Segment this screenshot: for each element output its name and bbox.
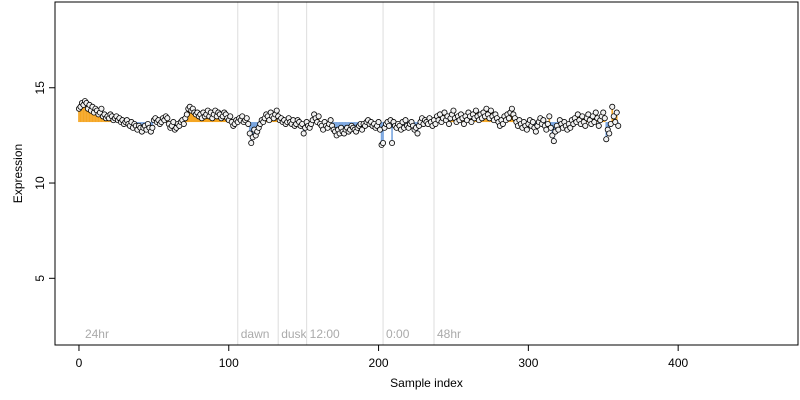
axis-layer: 0 100 200 300 400 5 10 15 (33, 81, 688, 370)
data-point (441, 109, 448, 116)
data-point (460, 120, 467, 127)
data-point (389, 140, 396, 147)
data-point (183, 111, 190, 118)
time-marker-label: 24hr (85, 327, 109, 341)
y-tick-label: 10 (33, 176, 47, 190)
data-point (386, 122, 393, 129)
data-point (243, 115, 250, 122)
y-tick-label: 5 (33, 275, 47, 282)
data-point (508, 105, 515, 112)
data-point (487, 107, 494, 114)
time-marker-label: 12:00 (310, 327, 340, 341)
data-point (450, 107, 457, 114)
y-tick-label: 15 (33, 81, 47, 95)
time-marker-label: dusk (281, 327, 307, 341)
data-point (613, 109, 620, 116)
data-point (164, 115, 171, 122)
data-point (549, 132, 556, 139)
x-tick-label: 300 (518, 356, 538, 370)
data-point (603, 136, 610, 143)
data-point (540, 117, 547, 124)
data-point (600, 109, 607, 116)
data-point (591, 119, 598, 126)
data-point (380, 140, 387, 147)
data-point (245, 120, 252, 127)
plot-frame (54, 1, 799, 346)
data-point (300, 130, 307, 137)
data-point (246, 130, 253, 137)
time-marker-label: 48hr (437, 327, 461, 341)
data-point (610, 113, 617, 120)
data-point-layer (75, 98, 622, 148)
time-marker-label: dawn (241, 327, 270, 341)
data-point (550, 138, 557, 145)
data-point (499, 120, 506, 127)
data-point (606, 130, 613, 137)
data-point (468, 119, 475, 126)
data-point (227, 113, 234, 120)
data-point (609, 103, 616, 110)
time-marker-layer: 24hr dawn dusk 12:00 0:00 48hr (85, 2, 461, 345)
data-point (601, 115, 608, 122)
data-point (445, 120, 452, 127)
data-point (582, 122, 589, 129)
data-point (248, 140, 255, 147)
data-point (505, 115, 512, 122)
data-point (592, 109, 599, 116)
data-point (472, 107, 479, 114)
data-point (595, 122, 602, 129)
data-point (547, 124, 554, 131)
data-point (567, 124, 574, 131)
data-point (98, 105, 105, 112)
data-point (315, 113, 322, 120)
data-point (327, 117, 334, 124)
data-point (529, 119, 536, 126)
x-tick-label: 0 (76, 356, 83, 370)
data-point (180, 120, 187, 127)
data-point (432, 120, 439, 127)
y-axis-title: Expression (11, 144, 25, 203)
time-marker-label: 0:00 (386, 327, 410, 341)
data-point (546, 113, 553, 120)
x-axis-title: Sample index (390, 376, 463, 390)
data-point (149, 124, 156, 131)
x-tick-label: 400 (668, 356, 688, 370)
data-point (615, 122, 622, 129)
x-tick-label: 200 (369, 356, 389, 370)
data-point (532, 128, 539, 135)
data-point (414, 130, 421, 137)
data-point (359, 126, 366, 133)
data-point (544, 120, 551, 127)
x-tick-label: 100 (219, 356, 239, 370)
data-point (523, 126, 530, 133)
data-point (612, 119, 619, 126)
data-point (375, 119, 382, 126)
data-point (402, 117, 409, 124)
data-point (273, 107, 280, 114)
